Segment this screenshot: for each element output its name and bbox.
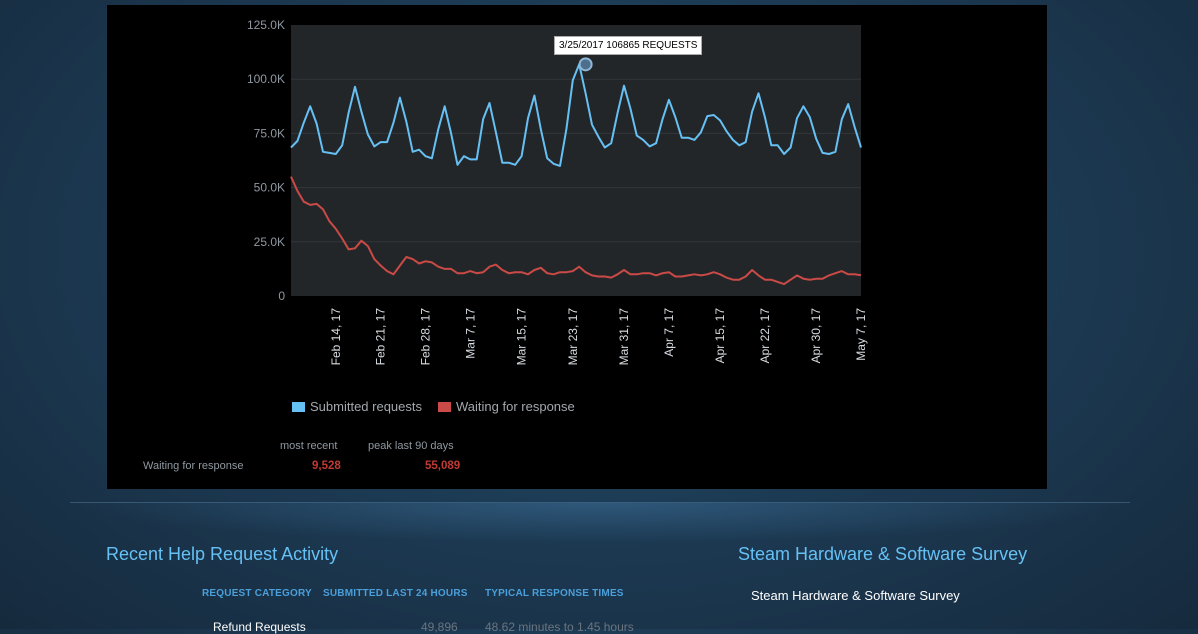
legend-item-submitted[interactable]: Submitted requests: [292, 399, 422, 414]
row-category[interactable]: Refund Requests: [213, 620, 306, 634]
plot-area: [291, 25, 861, 296]
x-tick-label: Apr 22, 17: [758, 308, 772, 364]
help-request-chart-panel: 125.0K 100.0K 75.0K 50.0K 25.0K 0 Feb 14, 17 Fe…: [107, 5, 1047, 489]
chart-tooltip: 3/25/2017 106865 REQUESTS: [554, 36, 703, 55]
x-tick-label: Feb 21, 17: [374, 308, 388, 366]
series-waiting-line: [290, 176, 862, 286]
tooltip-marker: [578, 57, 593, 72]
requests-line-chart: 125.0K 100.0K 75.0K 50.0K 25.0K 0 Feb 14, 17 Fe…: [247, 18, 868, 366]
y-tick-label: 0: [278, 289, 285, 303]
x-tick-label: Mar 23, 17: [566, 308, 580, 366]
stats-row-label: Waiting for response: [143, 460, 244, 472]
legend-label-waiting: Waiting for response: [456, 399, 575, 414]
legend-label-submitted: Submitted requests: [310, 399, 423, 414]
col-head-response: TYPICAL RESPONSE TIMES: [485, 588, 624, 599]
legend-swatch-submitted: [292, 401, 305, 412]
x-tick-label: Apr 30, 17: [809, 308, 823, 364]
col-head-submitted: SUBMITTED LAST 24 HOURS: [323, 588, 468, 599]
stats-recent-value: 9,528: [312, 460, 341, 472]
series-submitted-line: [290, 63, 862, 167]
x-tick-label: May 7, 17: [854, 308, 868, 361]
x-tick-label: Mar 7, 17: [463, 308, 477, 359]
x-tick-label: Apr 15, 17: [713, 308, 727, 364]
x-tick-label: Apr 7, 17: [662, 308, 676, 357]
y-tick-label: 75.0K: [254, 126, 285, 140]
stats-head-peak: peak last 90 days: [368, 440, 454, 452]
legend-swatch-waiting: [438, 401, 452, 412]
activity-title: Recent Help Request Activity: [106, 544, 339, 564]
y-tick-label: 125.0K: [247, 18, 285, 32]
section-divider: [70, 502, 1130, 503]
col-head-category: REQUEST CATEGORY: [202, 588, 312, 599]
x-tick-label: Mar 15, 17: [515, 308, 529, 366]
stats-head-recent: most recent: [280, 440, 338, 452]
chart-legend: Submitted requests Waiting for response: [292, 399, 591, 414]
legend-item-waiting[interactable]: Waiting for response: [438, 399, 575, 414]
x-tick-label: Mar 31, 17: [617, 308, 631, 366]
row-submitted: 49,896: [421, 620, 458, 634]
y-tick-label: 25.0K: [254, 235, 285, 249]
survey-link[interactable]: Steam Hardware & Software Survey: [751, 588, 960, 603]
x-tick-label: Feb 14, 17: [329, 308, 343, 366]
row-response: 48.62 minutes to 1.45 hours: [485, 620, 634, 634]
stats-peak-value: 55,089: [425, 460, 461, 472]
section-glow: [70, 503, 1130, 543]
survey-title: Steam Hardware & Software Survey: [738, 544, 1028, 564]
y-tick-label: 50.0K: [254, 181, 285, 195]
x-tick-label: Feb 28, 17: [418, 308, 432, 366]
y-tick-label: 100.0K: [247, 72, 285, 86]
